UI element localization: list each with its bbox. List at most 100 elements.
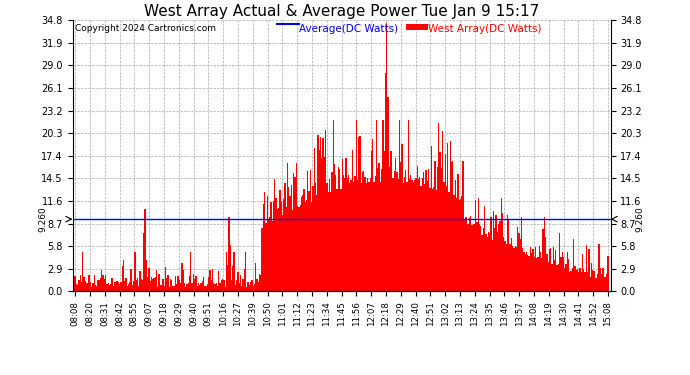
Bar [138,286,139,291]
Bar [381,170,382,291]
Bar [144,210,146,291]
Bar [546,254,548,291]
Bar [388,166,390,291]
Bar [235,285,236,291]
Bar [402,183,404,291]
Bar [308,191,310,291]
Bar [423,172,424,291]
Bar [560,257,562,291]
Bar [101,270,102,291]
Bar [83,276,85,291]
Bar [194,279,195,291]
Bar [511,238,512,291]
Bar [450,141,451,291]
Bar [443,182,444,291]
Bar [141,279,142,291]
Bar [448,192,450,291]
Bar [147,277,148,291]
Bar [456,198,457,291]
Bar [606,274,607,291]
Bar [544,217,545,291]
Bar [329,179,330,291]
Bar [253,286,254,291]
Bar [597,274,598,291]
Bar [273,201,274,291]
Bar [604,277,605,291]
Bar [251,280,253,291]
Bar [274,179,275,291]
Bar [377,168,378,291]
Bar [324,157,325,291]
Bar [281,202,282,291]
Bar [396,172,397,291]
Bar [530,247,531,291]
Bar [299,205,301,291]
Bar [480,226,482,291]
Bar [320,137,322,291]
Bar [446,186,447,291]
Bar [95,285,96,291]
Bar [254,284,255,291]
Bar [105,275,106,291]
Bar [240,275,241,291]
Bar [126,278,127,291]
Bar [404,177,405,291]
Bar [245,252,246,291]
Bar [440,152,441,291]
Bar [166,278,167,291]
Bar [475,200,476,291]
Bar [337,167,339,291]
Bar [349,183,351,291]
Bar [298,207,299,291]
Bar [464,220,465,291]
Bar [580,268,581,291]
Bar [414,180,415,291]
Bar [97,280,99,291]
Bar [441,168,442,291]
Bar [207,284,208,291]
Bar [277,209,278,291]
Bar [130,268,132,291]
Bar [133,281,135,291]
Bar [315,183,316,291]
Bar [571,272,572,291]
Bar [232,266,233,291]
Bar [422,178,423,291]
Bar [596,278,597,291]
Bar [418,179,419,291]
Bar [184,283,185,291]
Bar [111,278,112,291]
Bar [180,283,181,291]
Bar [432,189,433,291]
Bar [397,178,399,291]
Bar [242,279,244,291]
Bar [564,268,565,291]
Bar [391,151,393,291]
Bar [352,150,353,291]
Bar [358,137,359,291]
Bar [497,232,498,291]
Bar [437,167,438,291]
Bar [417,166,418,291]
Bar [176,284,177,291]
Bar [426,181,428,291]
Bar [219,284,221,291]
Bar [491,240,493,291]
Bar [485,234,486,291]
Bar [266,196,268,291]
Bar [586,245,587,291]
Bar [328,192,329,291]
Bar [359,136,361,291]
Bar [148,268,150,291]
Bar [118,282,119,291]
Bar [339,170,340,291]
Bar [411,180,413,291]
Bar [86,283,87,291]
Bar [81,282,82,291]
Bar [498,224,500,291]
Bar [385,73,386,291]
Bar [302,195,304,291]
Bar [295,177,296,291]
Bar [279,190,281,291]
Bar [595,278,596,291]
